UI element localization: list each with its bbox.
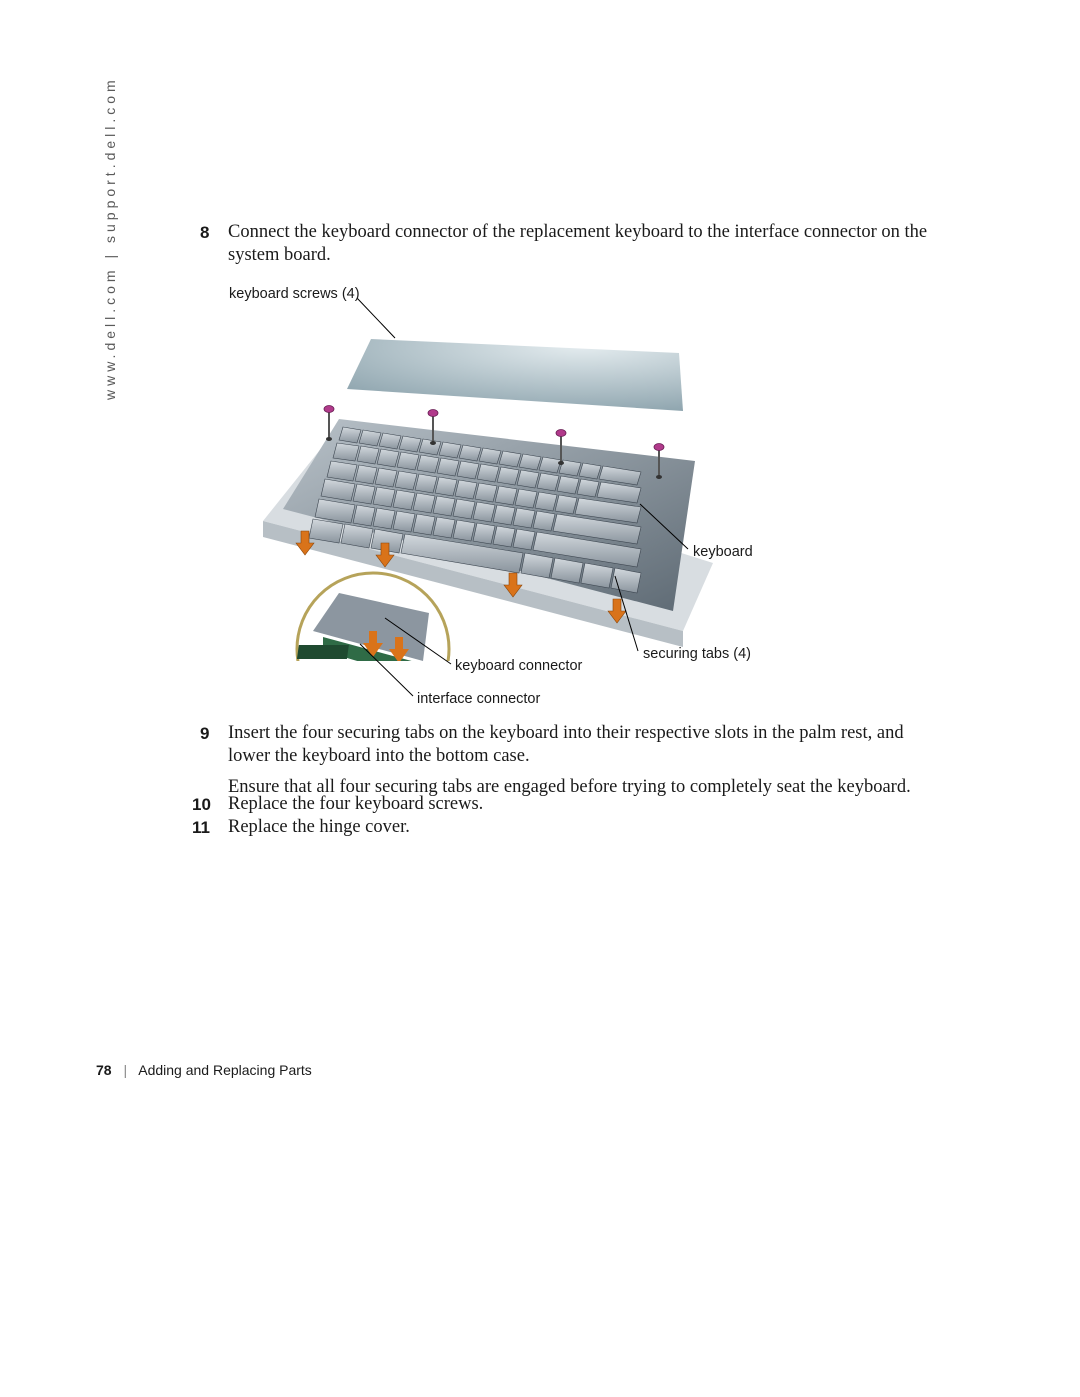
- step-text: Replace the four keyboard screws.: [228, 793, 932, 816]
- step-9-p1: Insert the four securing tabs on the key…: [228, 722, 940, 768]
- step-number: 8: [200, 223, 209, 243]
- callout-interface-connector: interface connector: [417, 691, 540, 707]
- page-number: 78: [96, 1062, 112, 1078]
- step-number: 10: [192, 795, 211, 815]
- callout-keyboard: keyboard: [693, 544, 753, 560]
- step-text: Insert the four securing tabs on the key…: [228, 722, 940, 799]
- step-text: Connect the keyboard connector of the re…: [228, 221, 940, 267]
- sidebar-url-text: www.dell.com | support.dell.com: [102, 76, 118, 400]
- step-8: 8 Connect the keyboard connector of the …: [200, 221, 940, 267]
- callout-keyboard-screws: keyboard screws (4): [229, 286, 360, 302]
- section-title: Adding and Replacing Parts: [138, 1062, 312, 1078]
- step-11: 11 Replace the hinge cover.: [192, 816, 932, 839]
- step-number: 9: [200, 724, 209, 744]
- keyboard-illustration-svg: [243, 331, 883, 661]
- step-number: 11: [192, 818, 210, 838]
- callout-securing-tabs: securing tabs (4): [643, 646, 751, 662]
- callout-keyboard-connector: keyboard connector: [455, 658, 582, 674]
- manual-page: www.dell.com | support.dell.com 8 Connec…: [0, 0, 1080, 1397]
- step-10: 10 Replace the four keyboard screws.: [192, 793, 932, 816]
- step-9: 9 Insert the four securing tabs on the k…: [200, 722, 940, 799]
- page-footer: 78 | Adding and Replacing Parts: [96, 1062, 312, 1078]
- step-text: Replace the hinge cover.: [228, 816, 932, 839]
- keyboard-diagram: keyboard screws (4) keyboard securing ta…: [225, 276, 915, 706]
- footer-separator: |: [123, 1062, 127, 1078]
